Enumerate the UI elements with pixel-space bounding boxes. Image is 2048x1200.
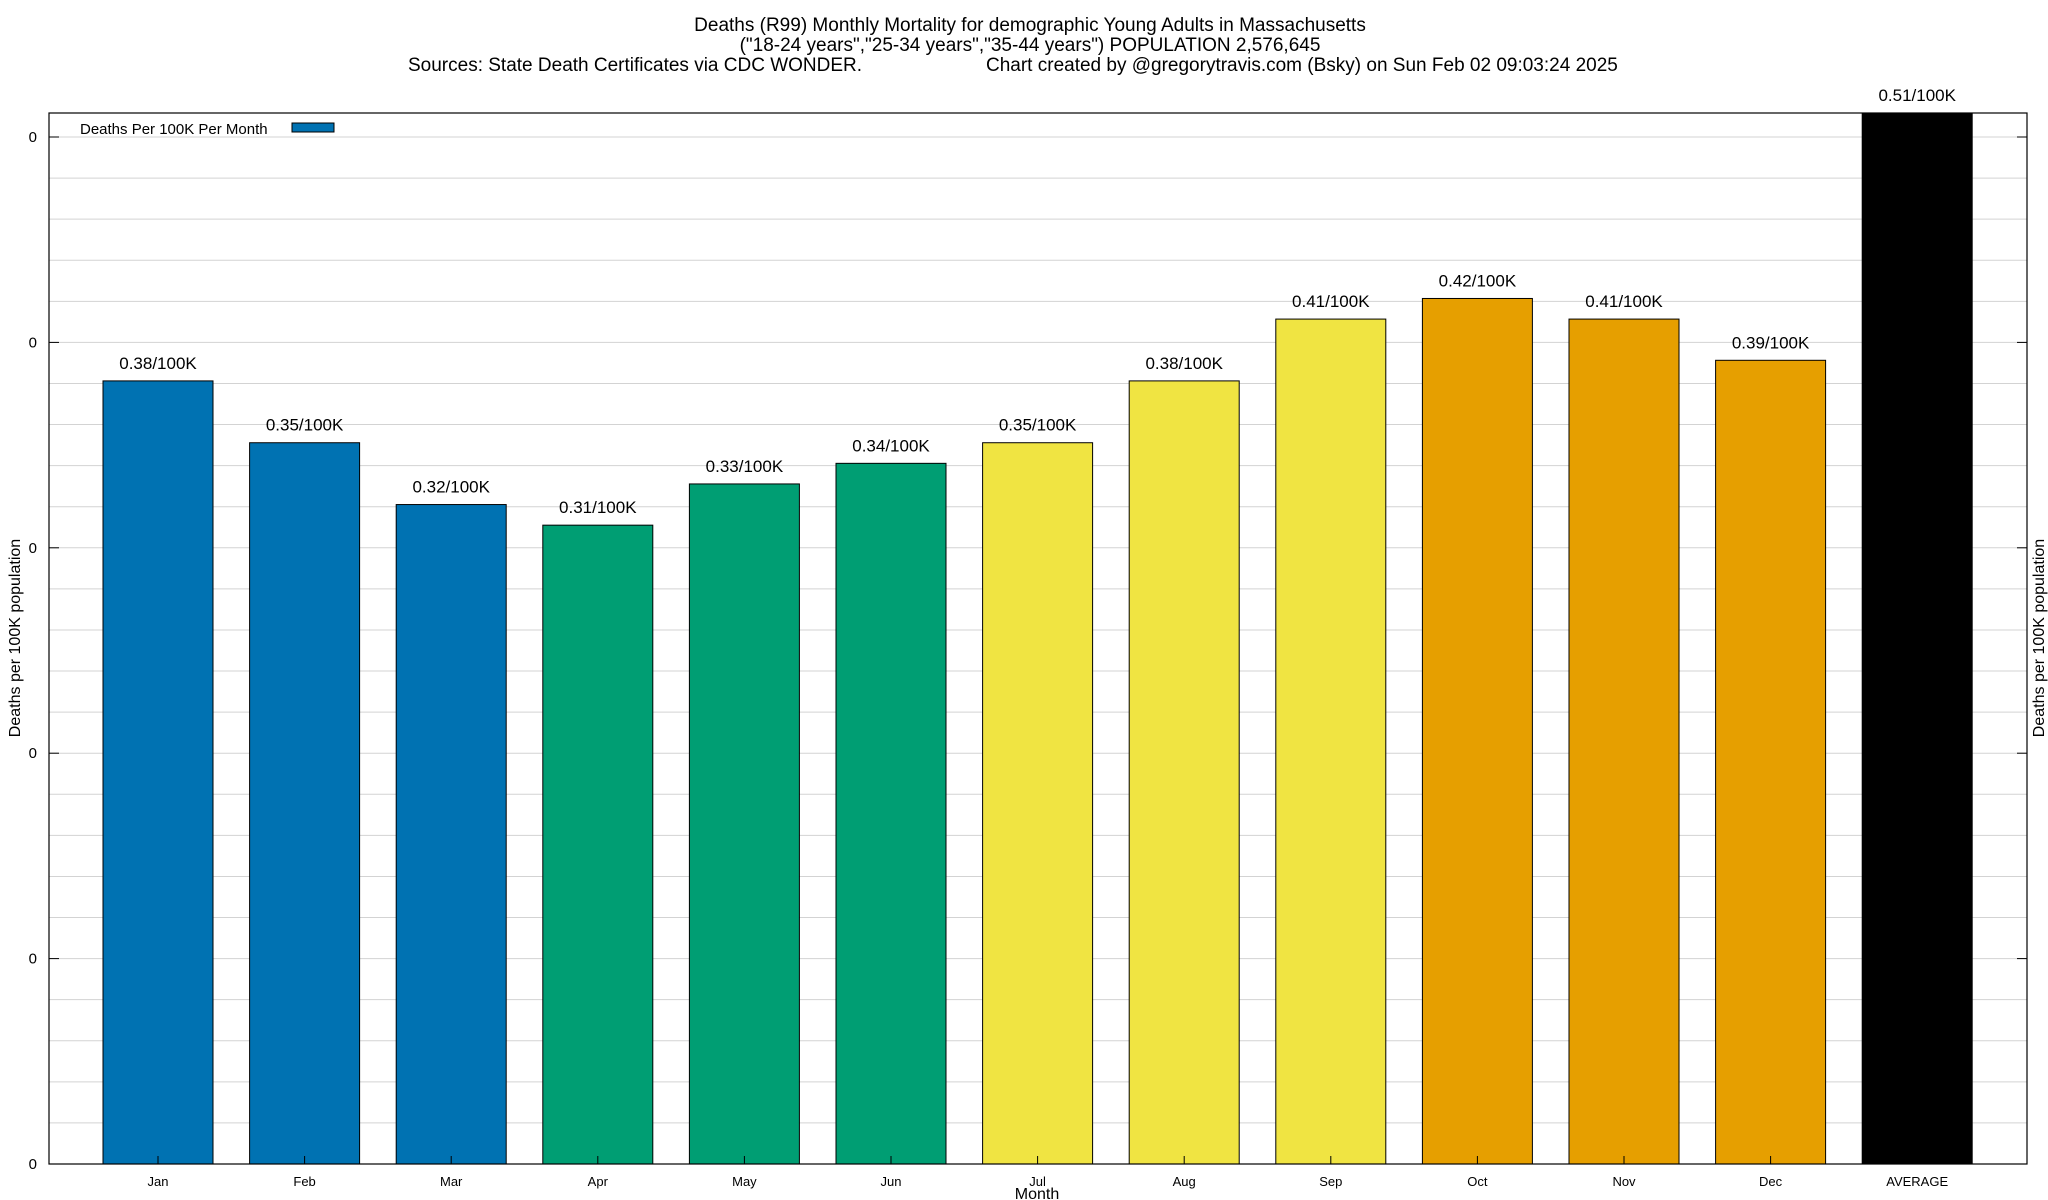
x-tick-label-nov: Nov (1612, 1174, 1636, 1189)
data-label-sep: 0.41/100K (1292, 292, 1370, 311)
data-label-may: 0.33/100K (706, 457, 784, 476)
data-labels-group: 0.38/100K 0.35/100K 0.32/100K 0.31/100K 0.33… (119, 86, 1956, 517)
y-tick-label: 0 (29, 540, 37, 557)
bar-jan (102, 380, 214, 1165)
data-label-jan: 0.38/100K (119, 354, 197, 373)
y-tick-label: 0 (29, 129, 37, 146)
data-label-nov: 0.41/100K (1585, 292, 1663, 311)
bar-apr (542, 524, 654, 1165)
data-label-mar: 0.32/100K (412, 478, 490, 497)
chart-title: Deaths (R99) Monthly Mortality for demog… (694, 15, 1366, 36)
bar-jun (835, 462, 947, 1165)
x-tick-label-average: AVERAGE (1886, 1174, 1948, 1189)
x-tick-label-dec: Dec (1759, 1174, 1783, 1189)
y-axis-label-right: Deaths per 100K population (2031, 539, 2048, 737)
x-ticks-group: Jan Feb Mar Apr May Jun Jul Aug Sep Oct Nov Dec AVER… (148, 1156, 1948, 1189)
x-tick-label-apr: Apr (588, 1174, 609, 1189)
data-label-oct: 0.42/100K (1439, 271, 1517, 290)
data-label-dec: 0.39/100K (1732, 333, 1810, 352)
y-tick-label: 0 (29, 334, 37, 351)
bar-mar (395, 504, 507, 1165)
legend-label: Deaths Per 100K Per Month (80, 121, 268, 138)
x-tick-label-feb: Feb (293, 1174, 315, 1189)
bars-group (102, 112, 1973, 1165)
y-tick-label: 0 (29, 1156, 37, 1173)
bar-nov (1568, 318, 1680, 1165)
x-tick-label-jul: Jul (1029, 1174, 1046, 1189)
y-axis-label-left: Deaths per 100K population (7, 539, 24, 737)
x-tick-label-may: May (732, 1174, 757, 1189)
x-axis-label: Month (1015, 1186, 1059, 1200)
bar-sep (1275, 318, 1387, 1165)
legend: Deaths Per 100K Per Month (80, 121, 335, 138)
bar-aug (1128, 380, 1240, 1165)
data-label-apr: 0.31/100K (559, 498, 637, 517)
chart-sources: Sources: State Death Certificates via CD… (408, 55, 862, 76)
data-label-feb: 0.35/100K (266, 416, 344, 435)
chart-credit: Chart created by @gregorytravis.com (Bsk… (986, 55, 1618, 76)
x-tick-label-mar: Mar (440, 1174, 463, 1189)
data-label-aug: 0.38/100K (1145, 354, 1223, 373)
bar-may (688, 483, 800, 1165)
y-tick-label: 0 (29, 745, 37, 762)
bar-jul (982, 442, 1094, 1165)
bar-dec (1715, 359, 1827, 1165)
bar-oct (1421, 297, 1533, 1165)
x-tick-label-sep: Sep (1319, 1174, 1342, 1189)
data-label-average: 0.51/100K (1878, 86, 1956, 105)
y-tick-label: 0 (29, 951, 37, 968)
bar-average (1861, 112, 1973, 1165)
x-tick-label-oct: Oct (1467, 1174, 1488, 1189)
chart-subtitle: ("18-24 years","25-34 years","35-44 year… (740, 35, 1321, 56)
legend-swatch (291, 122, 335, 133)
data-label-jun: 0.34/100K (852, 436, 930, 455)
x-tick-label-aug: Aug (1173, 1174, 1196, 1189)
bar-feb (249, 442, 361, 1165)
data-label-jul: 0.35/100K (999, 416, 1077, 435)
y-ticks-group: 0 0 0 0 0 0 (29, 129, 2027, 1173)
x-tick-label-jun: Jun (881, 1174, 902, 1189)
x-tick-label-jan: Jan (148, 1174, 169, 1189)
